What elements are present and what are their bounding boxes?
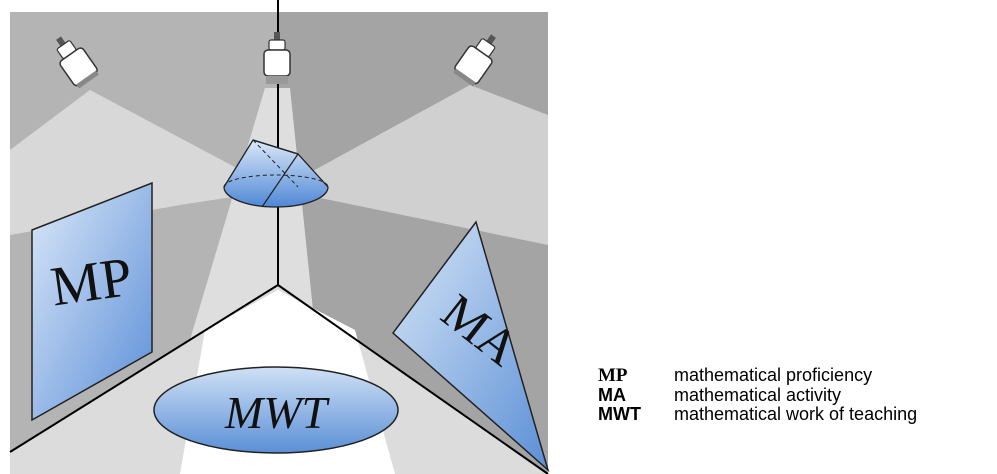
legend-abbr: MWT (598, 404, 641, 424)
light-beam-right (278, 85, 548, 245)
room-diagram: MP MA MWT (9, 0, 550, 474)
mp-panel (31, 181, 153, 422)
spotlight-center-icon (263, 32, 291, 84)
corner-line-left (9, 284, 279, 453)
mwt-ellipse (153, 366, 399, 454)
spotlight-left-icon (56, 36, 99, 89)
spotlight-right-icon (453, 34, 496, 87)
mwt-ellipse-label: MWT (224, 387, 331, 438)
legend-desc: mathematical work of teaching (674, 404, 918, 424)
ma-panel (391, 220, 550, 473)
legend-row-ma: MA mathematical activity (598, 384, 917, 406)
legend-abbr: MA (598, 384, 626, 405)
legend-row-mwt: MWT mathematical work of teaching (598, 404, 918, 425)
mp-panel-label: MP (47, 246, 136, 319)
corner-line-right (277, 284, 549, 474)
legend-row-mp: MP mathematical proficiency (598, 365, 917, 386)
cone-shape (223, 139, 329, 208)
legend-desc: mathematical proficiency (674, 365, 873, 385)
light-beam-left (10, 90, 278, 235)
legend: MP mathematical proficiency MA mathemati… (598, 365, 918, 425)
legend-desc: mathematical activity (674, 384, 842, 405)
legend-abbr: MP (598, 365, 628, 386)
